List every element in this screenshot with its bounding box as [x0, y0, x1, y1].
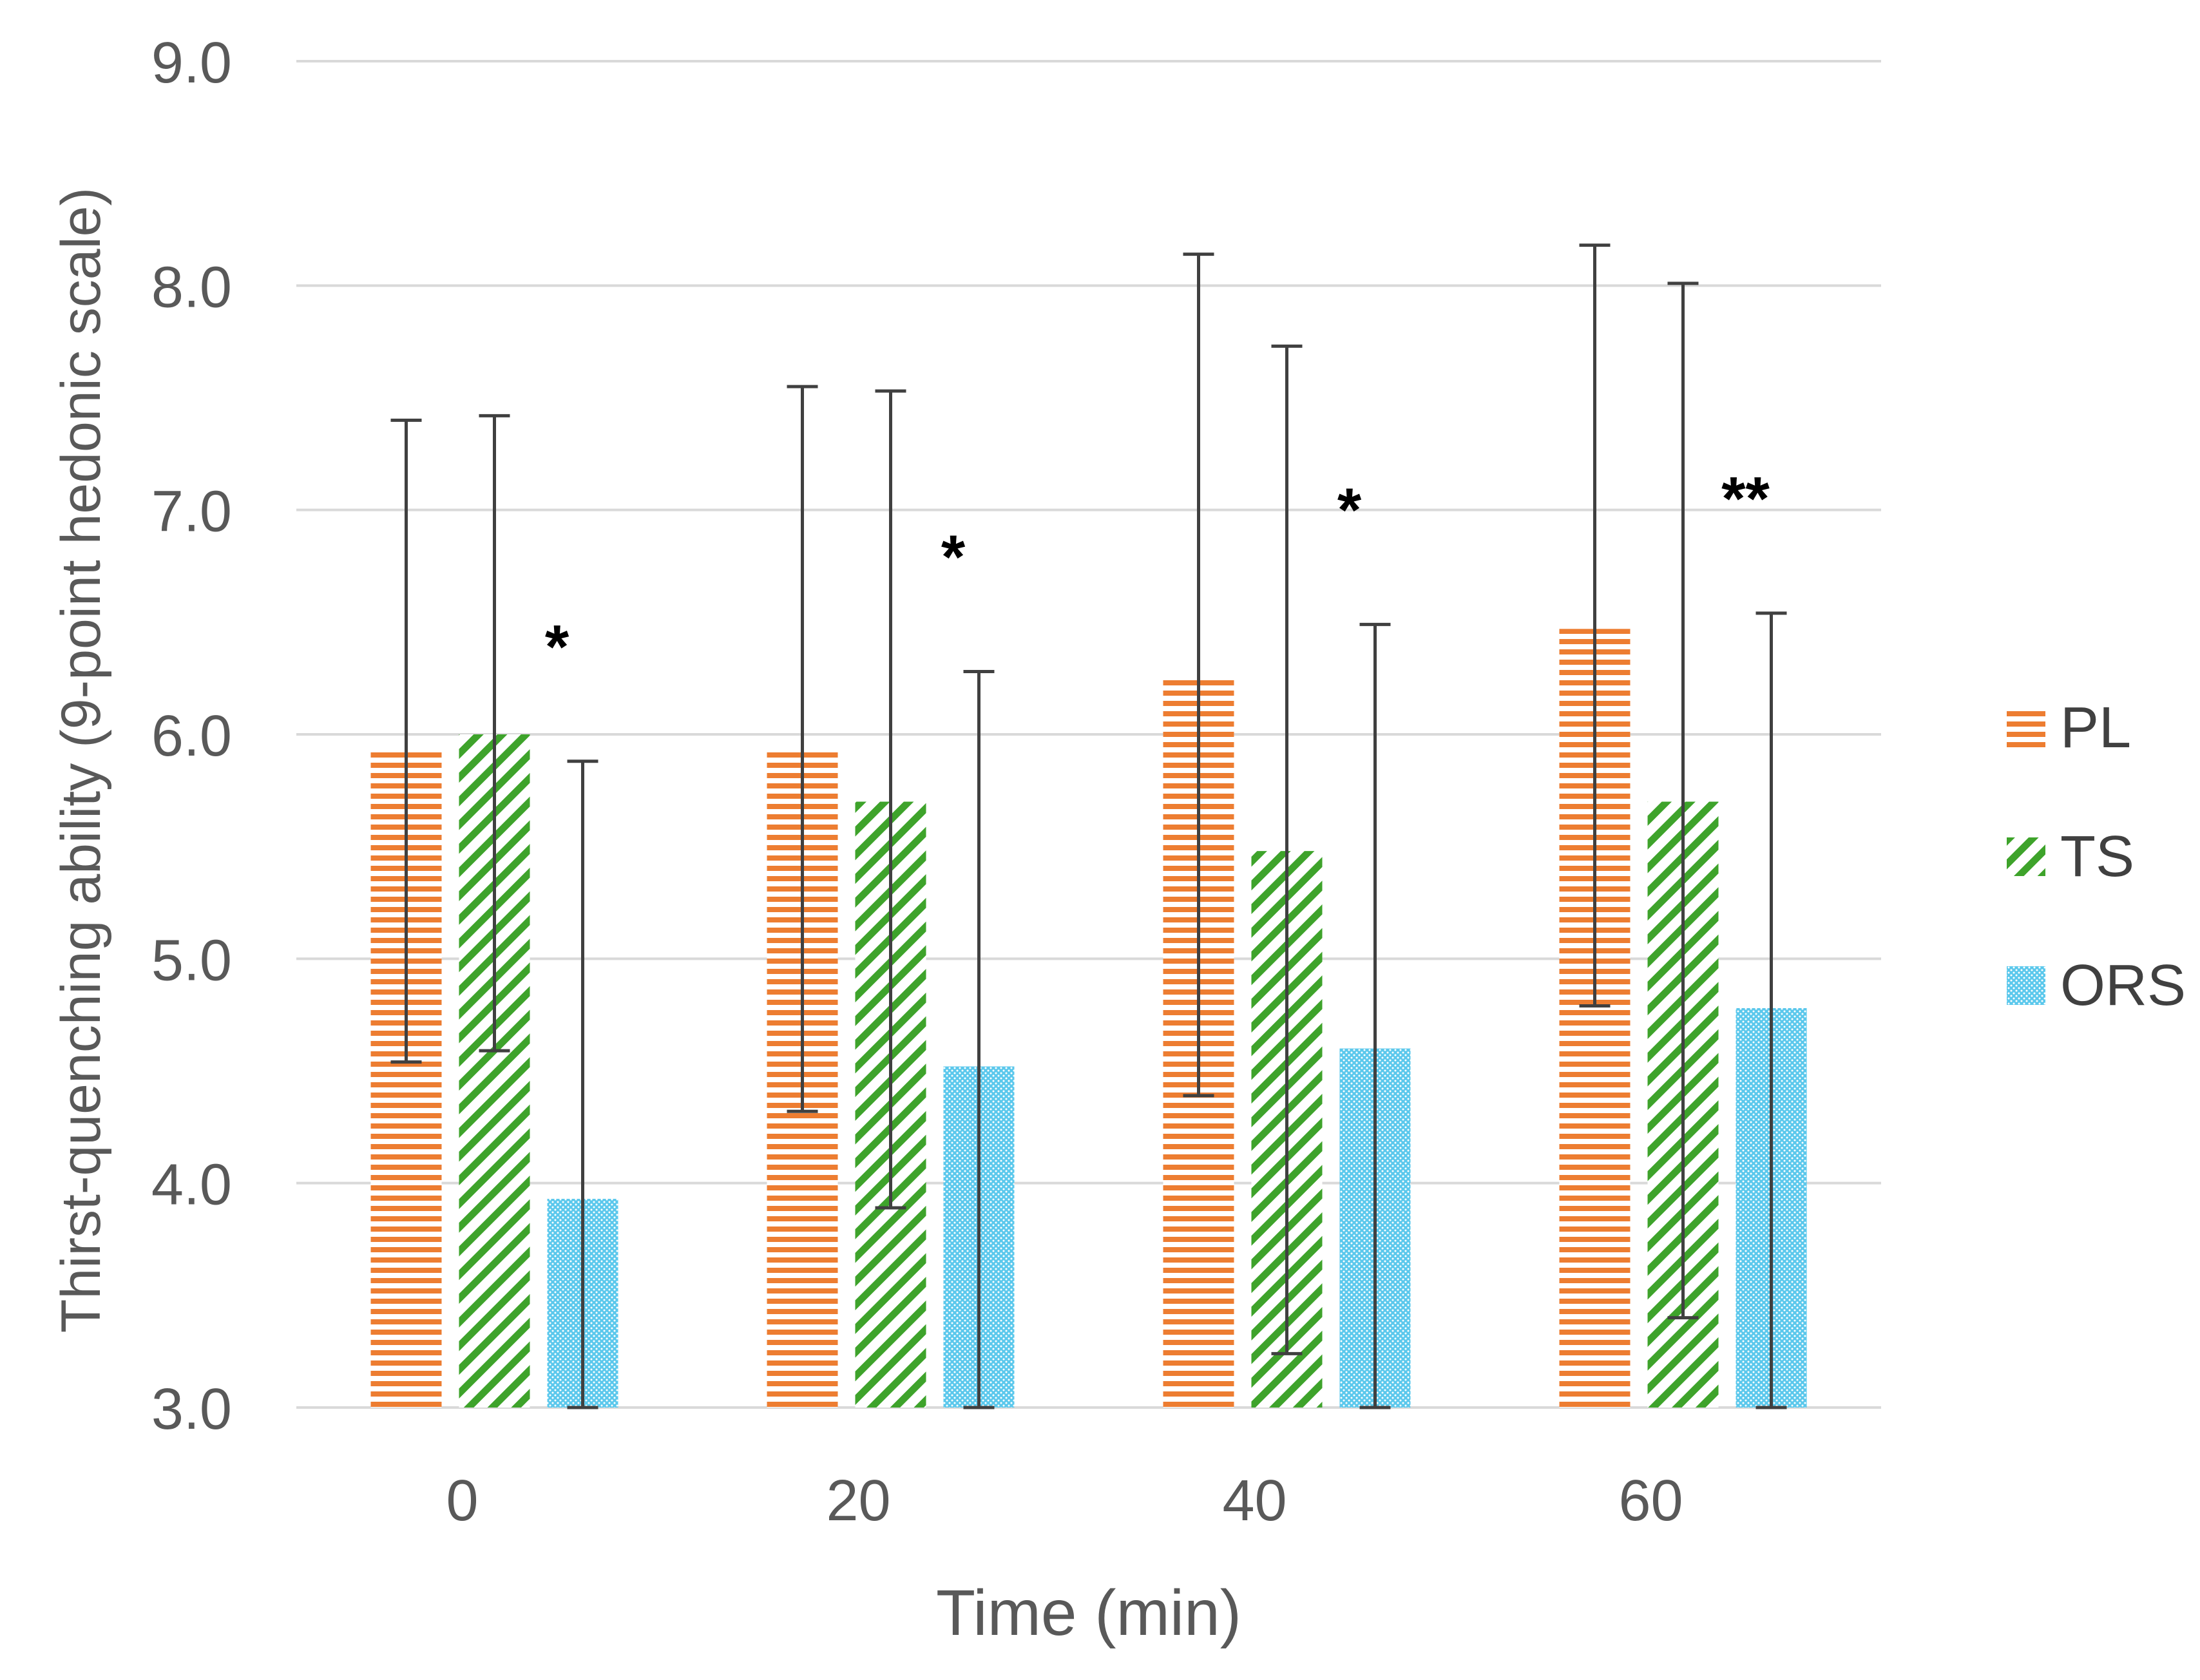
error-bar-ts-20: [875, 389, 906, 1210]
significance-marker: *: [941, 522, 966, 591]
y-tick-label: 4.0: [151, 1153, 232, 1217]
y-tick-label: 7.0: [151, 480, 232, 544]
error-bar-ors-0: [567, 759, 598, 1409]
x-tick-label: 60: [1618, 1469, 1683, 1533]
x-axis-title: Time (min): [936, 1577, 1241, 1649]
legend-swatch-pl: [2007, 709, 2045, 747]
error-bar-ors-40: [1359, 622, 1391, 1409]
y-tick-label: 5.0: [151, 928, 232, 993]
significance-marker: *: [1337, 475, 1362, 544]
legend-label-ors: ORS: [2060, 953, 2186, 1018]
y-axis-title: Thirst-quenching ability (9-point hedoni…: [50, 187, 112, 1333]
y-tick-label: 8.0: [151, 255, 232, 320]
y-tick-label: 6.0: [151, 704, 232, 768]
significance-markers: *** **: [545, 464, 1770, 682]
error-bar-pl-20: [787, 385, 818, 1113]
x-axis-ticks: 0 20 40 60: [446, 1469, 1683, 1533]
legend-swatch-ors: [2007, 966, 2045, 1005]
error-bar-ts-0: [479, 414, 510, 1053]
significance-marker: *: [545, 613, 569, 682]
error-bar-ts-60: [1667, 282, 1699, 1320]
error-bars: [390, 243, 1787, 1409]
error-bar-ts-40: [1271, 344, 1303, 1355]
gridlines: [296, 60, 1881, 1409]
error-bar-pl-0: [390, 418, 422, 1064]
error-bar-pl-60: [1579, 243, 1611, 1007]
x-tick-label: 40: [1222, 1469, 1287, 1533]
y-axis-ticks: 3.0 4.0 5.0 6.0 7.0 8.0 9.0: [151, 31, 232, 1442]
error-bar-ors-60: [1755, 611, 1787, 1409]
error-bar-ors-20: [963, 669, 995, 1409]
legend-label-pl: PL: [2060, 696, 2131, 760]
significance-marker: **: [1721, 464, 1770, 533]
x-tick-label: 20: [826, 1469, 890, 1533]
y-tick-label: 3.0: [151, 1377, 232, 1442]
x-tick-label: 0: [446, 1469, 478, 1533]
error-bar-pl-40: [1183, 253, 1214, 1098]
legend-swatch-ts: [2007, 837, 2045, 876]
y-tick-label: 9.0: [151, 31, 232, 95]
bars: [370, 629, 1807, 1408]
legend: PL TS ORS: [2007, 696, 2186, 1018]
legend-label-ts: TS: [2060, 825, 2134, 889]
